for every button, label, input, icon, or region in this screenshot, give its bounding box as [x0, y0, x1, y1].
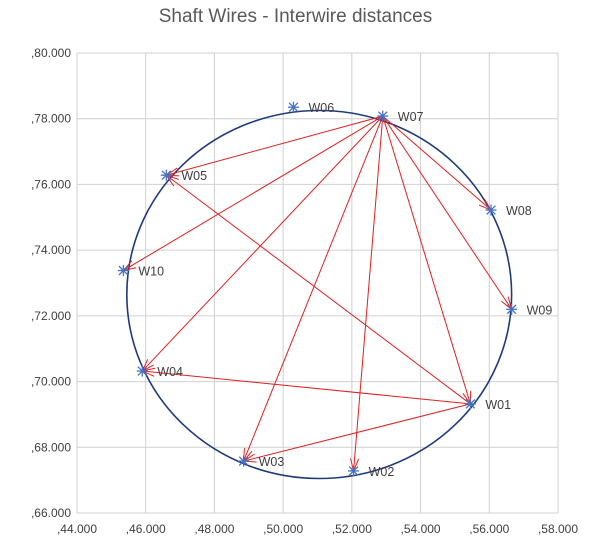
wire-point-w09: [506, 303, 518, 315]
vector-W07-W08: [382, 115, 492, 211]
y-tick-label: ,68.000: [31, 440, 71, 454]
y-tick-label: ,76.000: [31, 177, 71, 191]
wire-point-w02: [348, 465, 360, 477]
wire-point-w10: [117, 265, 129, 277]
vector-W07-W04: [141, 115, 384, 372]
vector-W07-W09: [382, 115, 513, 310]
vector-W01-W05: [166, 174, 471, 405]
x-tick-label: ,52.000: [332, 522, 372, 536]
y-tick-label: ,70.000: [31, 375, 71, 389]
vector-W07-W01: [382, 115, 471, 405]
y-tick-label: ,74.000: [31, 243, 71, 257]
x-tick-label: ,46.000: [126, 522, 166, 536]
wire-label-w08: W08: [506, 204, 532, 218]
wire-point-w08: [485, 204, 497, 216]
wire-label-w05: W05: [181, 169, 207, 183]
y-tick-label: ,66.000: [31, 506, 71, 520]
x-tick-label: ,44.000: [57, 522, 97, 536]
wire-label-w09: W09: [527, 303, 553, 317]
wire-label-w10: W10: [138, 265, 164, 279]
x-tick-label: ,50.000: [263, 522, 303, 536]
wire-label-w07: W07: [398, 110, 424, 124]
wire-label-w06: W06: [308, 101, 334, 115]
vector-W07-W05: [166, 115, 383, 176]
x-tick-label: ,48.000: [194, 522, 234, 536]
vector-W01-W04: [142, 370, 471, 405]
wire-label-w01: W01: [485, 398, 511, 412]
vector-W01-W03: [243, 403, 471, 462]
x-tick-label: ,56.000: [469, 522, 509, 536]
x-tick-label: ,54.000: [401, 522, 441, 536]
vector-W07-W10: [123, 115, 384, 271]
wire-point-w07: [377, 110, 389, 122]
wire-label-w02: W02: [369, 465, 395, 479]
chart-title: Shaft Wires - Interwire distances: [158, 6, 433, 27]
y-tick-label: ,72.000: [31, 309, 71, 323]
y-tick-label: ,78.000: [31, 112, 71, 126]
vector-W07-W03: [243, 115, 384, 462]
wire-point-w05: [160, 169, 172, 181]
y-tick-label: ,80.000: [31, 46, 71, 60]
vector-W07-W02: [353, 116, 384, 471]
x-tick-label: ,58.000: [538, 522, 578, 536]
wire-point-w06: [287, 101, 299, 113]
wire-label-w03: W03: [259, 455, 285, 469]
wire-point-w04: [136, 365, 148, 377]
wire-point-w03: [238, 455, 250, 467]
wire-label-w04: W04: [157, 365, 183, 379]
wire-point-w01: [464, 398, 476, 410]
best-fit-circle: [126, 109, 513, 480]
